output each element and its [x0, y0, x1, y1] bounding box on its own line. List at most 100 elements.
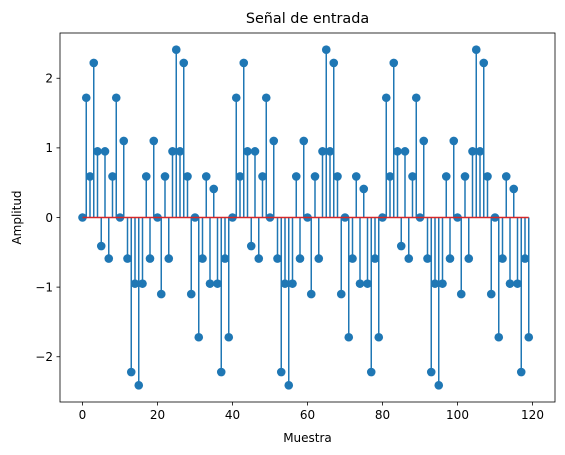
stem-marker [468, 147, 477, 156]
stem-marker [97, 242, 106, 251]
stem-marker [224, 333, 233, 342]
stem-marker [487, 290, 496, 299]
stem-marker [483, 172, 492, 181]
stem-marker [262, 93, 271, 102]
stem-marker [472, 45, 481, 54]
x-tick-label: 40 [225, 408, 240, 422]
stem-marker [442, 172, 451, 181]
stem-marker [449, 137, 458, 146]
stem-marker [513, 279, 522, 288]
stem-marker [322, 45, 331, 54]
stem-marker [236, 172, 245, 181]
stem-marker [412, 93, 421, 102]
stem-marker [337, 290, 346, 299]
stem-marker [89, 59, 98, 68]
stem-marker [517, 368, 526, 377]
stem-marker [284, 381, 293, 390]
stem-marker [161, 172, 170, 181]
stem-marker [202, 172, 211, 181]
stem-marker [363, 279, 372, 288]
stem-marker [277, 368, 286, 377]
stem-marker [446, 254, 455, 263]
stem-marker [419, 137, 428, 146]
stem-marker [461, 172, 470, 181]
stem-marker [352, 172, 361, 181]
stem-marker [314, 254, 323, 263]
stem-marker [299, 137, 308, 146]
stem-marker [494, 333, 503, 342]
stem-marker [281, 279, 290, 288]
stem-marker [393, 147, 402, 156]
stem-marker [164, 254, 173, 263]
stem-marker [127, 368, 136, 377]
stem-marker [232, 93, 241, 102]
y-tick-label: −1 [35, 280, 53, 294]
x-tick-label: 80 [375, 408, 390, 422]
stem-marker [176, 147, 185, 156]
x-tick-label: 100 [446, 408, 469, 422]
stem-marker [254, 254, 263, 263]
x-tick-label: 120 [521, 408, 544, 422]
stem-marker [307, 290, 316, 299]
stem-marker [318, 147, 327, 156]
y-tick-label: 0 [45, 211, 53, 225]
stem-marker [104, 254, 113, 263]
stem-marker [509, 185, 518, 194]
stem-marker [479, 59, 488, 68]
stem-marker [149, 137, 158, 146]
stem-marker [326, 147, 335, 156]
x-tick-label: 60 [300, 408, 315, 422]
stem-marker [404, 254, 413, 263]
stem-marker [457, 290, 466, 299]
stem-marker [209, 185, 218, 194]
stem-marker [273, 254, 282, 263]
stem-marker [187, 290, 196, 299]
stem-marker [359, 185, 368, 194]
stem-marker [131, 279, 140, 288]
stem-marker [288, 279, 297, 288]
stem-marker [213, 279, 222, 288]
stem-marker [168, 147, 177, 156]
stem-marker [397, 242, 406, 251]
stem-marker [371, 254, 380, 263]
stem-marker [108, 172, 117, 181]
stem-marker [408, 172, 417, 181]
stem-marker [146, 254, 155, 263]
stem-marker [386, 172, 395, 181]
stem-marker [134, 381, 143, 390]
stem-marker [123, 254, 132, 263]
y-axis-label: Amplitud [10, 190, 24, 244]
stem-marker [138, 279, 147, 288]
stem-marker [329, 59, 338, 68]
stem-marker [524, 333, 533, 342]
stem-marker [172, 45, 181, 54]
stem-marker [243, 147, 252, 156]
stem-marker [239, 59, 248, 68]
stem-marker [367, 368, 376, 377]
stem-marker [311, 172, 320, 181]
stem-marker [179, 59, 188, 68]
stem-marker [183, 172, 192, 181]
stem-marker [438, 279, 447, 288]
stem-marker [348, 254, 357, 263]
stem-marker [292, 172, 301, 181]
x-axis-label: Muestra [283, 431, 332, 445]
stem-marker [82, 93, 91, 102]
chart-title: Señal de entrada [246, 11, 369, 27]
stem-marker [247, 242, 256, 251]
stem-marker [269, 137, 278, 146]
stem-marker [431, 279, 440, 288]
stem-marker [423, 254, 432, 263]
x-tick-label: 0 [79, 408, 87, 422]
stem-marker [258, 172, 267, 181]
stem-marker [119, 137, 128, 146]
stem-marker [101, 147, 110, 156]
y-tick-label: 1 [45, 141, 53, 155]
stem-marker [382, 93, 391, 102]
stem-marker [401, 147, 410, 156]
stem-marker [86, 172, 95, 181]
stem-marker [194, 333, 203, 342]
stem-marker [93, 147, 102, 156]
